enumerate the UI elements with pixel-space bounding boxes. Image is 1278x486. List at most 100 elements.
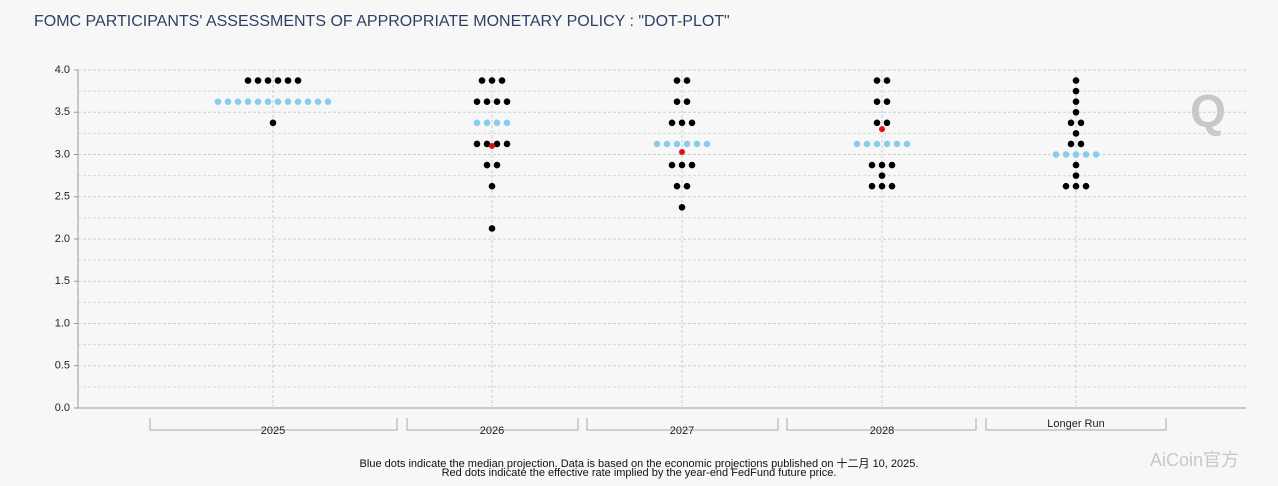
dot bbox=[284, 98, 292, 105]
dot bbox=[883, 98, 891, 105]
dot bbox=[274, 77, 282, 84]
dot bbox=[488, 182, 496, 190]
dot bbox=[673, 77, 681, 84]
dot bbox=[314, 98, 322, 105]
dot bbox=[493, 119, 501, 127]
dot bbox=[269, 119, 277, 127]
dot bbox=[488, 225, 496, 232]
y-tick-label: 2.0 bbox=[55, 233, 70, 245]
dot bbox=[1072, 108, 1080, 116]
dot bbox=[274, 98, 282, 105]
dot bbox=[678, 119, 686, 127]
dot bbox=[873, 77, 881, 84]
footnote: Red dots indicate the effective rate imp… bbox=[441, 467, 837, 479]
dot bbox=[1077, 140, 1085, 148]
dot bbox=[1082, 182, 1090, 190]
dot bbox=[863, 140, 871, 148]
y-tick-label: 2.5 bbox=[55, 191, 70, 203]
dot bbox=[503, 119, 511, 127]
dot bbox=[503, 140, 511, 148]
dot bbox=[324, 98, 332, 105]
y-tick-label: 0.5 bbox=[55, 360, 70, 372]
dot bbox=[1067, 119, 1075, 127]
dot bbox=[244, 77, 252, 84]
dot bbox=[503, 98, 511, 105]
dot bbox=[254, 77, 262, 84]
dot bbox=[488, 77, 496, 84]
dot bbox=[294, 77, 302, 84]
dot bbox=[673, 140, 681, 148]
dot bbox=[304, 98, 312, 105]
dot bbox=[244, 98, 252, 105]
dot bbox=[683, 182, 691, 190]
dot bbox=[878, 182, 886, 190]
dot bbox=[234, 98, 242, 105]
dot bbox=[493, 140, 501, 148]
implied-dot bbox=[489, 143, 495, 150]
dot bbox=[878, 161, 886, 169]
dot bbox=[264, 77, 272, 84]
x-tick-label: 2027 bbox=[669, 425, 695, 437]
chart-title: FOMC PARTICIPANTS' ASSESSMENTS OF APPROP… bbox=[34, 13, 730, 30]
y-tick-label: 3.5 bbox=[55, 106, 70, 118]
dot bbox=[1092, 151, 1100, 158]
dot bbox=[473, 98, 481, 105]
x-tick-label: 2025 bbox=[260, 425, 286, 437]
dot bbox=[873, 98, 881, 105]
implied-dot bbox=[879, 126, 885, 133]
dot bbox=[1062, 151, 1070, 158]
dot bbox=[868, 161, 876, 169]
dot bbox=[473, 119, 481, 127]
dot bbox=[1072, 172, 1080, 179]
dot bbox=[1072, 130, 1080, 137]
dot bbox=[294, 98, 302, 105]
dot bbox=[693, 140, 701, 148]
y-tick-label: 3.0 bbox=[55, 148, 70, 160]
dot bbox=[903, 140, 911, 148]
dot bbox=[254, 98, 262, 105]
dot bbox=[683, 140, 691, 148]
dot bbox=[284, 77, 292, 84]
dot bbox=[873, 119, 881, 127]
dot bbox=[883, 140, 891, 148]
dot bbox=[483, 119, 491, 127]
dot bbox=[498, 77, 506, 84]
dot bbox=[868, 182, 876, 190]
watermark: AiCoin官方 bbox=[1150, 450, 1239, 470]
category-bracket bbox=[985, 418, 1167, 431]
category-bracket bbox=[149, 418, 398, 431]
dot bbox=[878, 172, 886, 179]
dot bbox=[1072, 161, 1080, 169]
dot bbox=[673, 98, 681, 105]
dot bbox=[668, 161, 676, 169]
dot bbox=[473, 140, 481, 148]
dot bbox=[678, 204, 686, 211]
logo: Q bbox=[1190, 85, 1226, 137]
dot bbox=[683, 98, 691, 105]
dot bbox=[493, 98, 501, 105]
dot bbox=[888, 182, 896, 190]
dot bbox=[1082, 151, 1090, 158]
y-tick-label: 0.0 bbox=[55, 402, 70, 414]
dot bbox=[1072, 98, 1080, 105]
y-tick-label: 1.0 bbox=[55, 317, 70, 329]
dot bbox=[668, 119, 676, 127]
dot bbox=[683, 77, 691, 84]
dot bbox=[1077, 119, 1085, 127]
dot bbox=[1067, 140, 1075, 148]
dot bbox=[1052, 151, 1060, 158]
category-bracket bbox=[406, 418, 579, 431]
x-tick-label: 2028 bbox=[869, 425, 895, 437]
dot bbox=[688, 161, 696, 169]
y-tick-label: 1.5 bbox=[55, 275, 70, 287]
dot bbox=[224, 98, 232, 105]
dot bbox=[888, 161, 896, 169]
dot bbox=[1062, 182, 1070, 190]
dot bbox=[663, 140, 671, 148]
dot bbox=[688, 119, 696, 127]
dot bbox=[264, 98, 272, 105]
dot bbox=[678, 161, 686, 169]
footnote: Blue dots indicate the median projection… bbox=[359, 458, 919, 470]
